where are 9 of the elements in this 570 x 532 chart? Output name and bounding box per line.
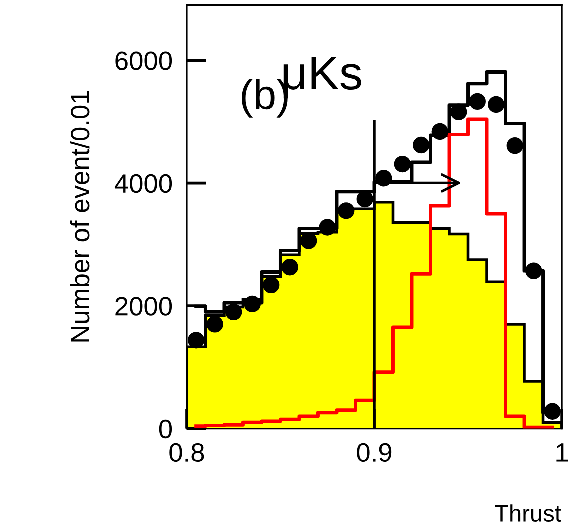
x-tick-label: 1 [556,444,568,462]
x-tick-label: 0.9 [357,443,392,462]
x-tick-label: 0.8 [170,443,204,462]
y-tick-label: 2000 [116,297,172,316]
y-tick-label: 4000 [114,174,172,194]
y-tick-label: 0 [159,420,172,439]
x-axis-title: Thrust [495,504,562,522]
y-tick-label: 6000 [116,52,172,70]
y-axis-title: Number of event/0.01 [70,91,90,342]
